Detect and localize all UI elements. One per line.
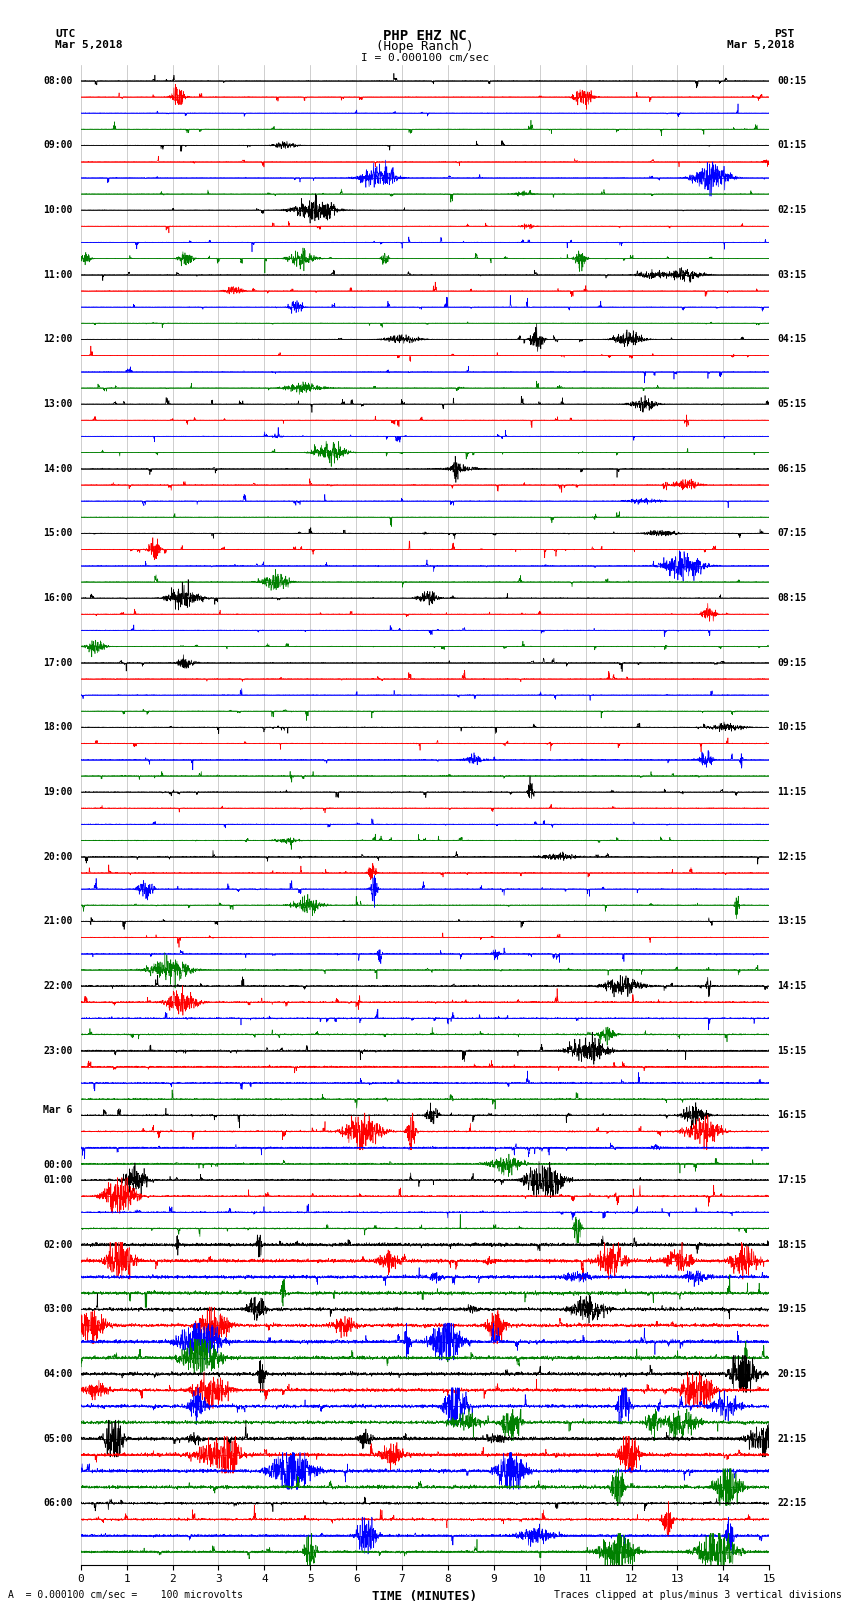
Text: 08:15: 08:15	[778, 594, 807, 603]
Text: 05:15: 05:15	[778, 398, 807, 410]
Text: 01:15: 01:15	[778, 140, 807, 150]
Text: 17:00: 17:00	[43, 658, 72, 668]
Text: 09:15: 09:15	[778, 658, 807, 668]
Text: 09:00: 09:00	[43, 140, 72, 150]
Text: 08:00: 08:00	[43, 76, 72, 85]
Text: 01:00: 01:00	[43, 1174, 72, 1186]
Text: 22:15: 22:15	[778, 1498, 807, 1508]
Text: 06:00: 06:00	[43, 1498, 72, 1508]
Text: I = 0.000100 cm/sec: I = 0.000100 cm/sec	[361, 53, 489, 63]
Text: PST: PST	[774, 29, 795, 39]
Text: 13:15: 13:15	[778, 916, 807, 926]
Text: UTC: UTC	[55, 29, 76, 39]
Text: 19:15: 19:15	[778, 1305, 807, 1315]
Text: Traces clipped at plus/minus 3 vertical divisions: Traces clipped at plus/minus 3 vertical …	[553, 1590, 842, 1600]
Text: 10:00: 10:00	[43, 205, 72, 215]
Text: 12:00: 12:00	[43, 334, 72, 344]
Text: 20:00: 20:00	[43, 852, 72, 861]
Text: (Hope Ranch ): (Hope Ranch )	[377, 40, 473, 53]
Text: 11:15: 11:15	[778, 787, 807, 797]
Text: 18:00: 18:00	[43, 723, 72, 732]
Text: 13:00: 13:00	[43, 398, 72, 410]
Text: 21:00: 21:00	[43, 916, 72, 926]
Text: 14:00: 14:00	[43, 463, 72, 474]
Text: 23:00: 23:00	[43, 1045, 72, 1055]
Text: 04:00: 04:00	[43, 1369, 72, 1379]
Text: 00:15: 00:15	[778, 76, 807, 85]
Text: 11:00: 11:00	[43, 269, 72, 279]
Text: A  = 0.000100 cm/sec =    100 microvolts: A = 0.000100 cm/sec = 100 microvolts	[8, 1590, 243, 1600]
Text: 18:15: 18:15	[778, 1239, 807, 1250]
Text: 03:15: 03:15	[778, 269, 807, 279]
Text: 20:15: 20:15	[778, 1369, 807, 1379]
Text: 02:15: 02:15	[778, 205, 807, 215]
Text: Mar 5,2018: Mar 5,2018	[55, 40, 122, 50]
Text: Mar 6: Mar 6	[43, 1105, 72, 1115]
Text: 17:15: 17:15	[778, 1174, 807, 1186]
Text: 16:00: 16:00	[43, 594, 72, 603]
Text: 19:00: 19:00	[43, 787, 72, 797]
Text: 00:00: 00:00	[43, 1160, 72, 1171]
Text: 14:15: 14:15	[778, 981, 807, 990]
Text: 15:15: 15:15	[778, 1045, 807, 1055]
Text: 02:00: 02:00	[43, 1239, 72, 1250]
Text: 05:00: 05:00	[43, 1434, 72, 1444]
Text: 16:15: 16:15	[778, 1110, 807, 1121]
Text: 22:00: 22:00	[43, 981, 72, 990]
Text: 03:00: 03:00	[43, 1305, 72, 1315]
Text: 21:15: 21:15	[778, 1434, 807, 1444]
Text: 07:15: 07:15	[778, 529, 807, 539]
Text: 15:00: 15:00	[43, 529, 72, 539]
Text: 10:15: 10:15	[778, 723, 807, 732]
X-axis label: TIME (MINUTES): TIME (MINUTES)	[372, 1590, 478, 1603]
Text: Mar 5,2018: Mar 5,2018	[728, 40, 795, 50]
Text: PHP EHZ NC: PHP EHZ NC	[383, 29, 467, 44]
Text: 12:15: 12:15	[778, 852, 807, 861]
Text: 06:15: 06:15	[778, 463, 807, 474]
Text: 04:15: 04:15	[778, 334, 807, 344]
